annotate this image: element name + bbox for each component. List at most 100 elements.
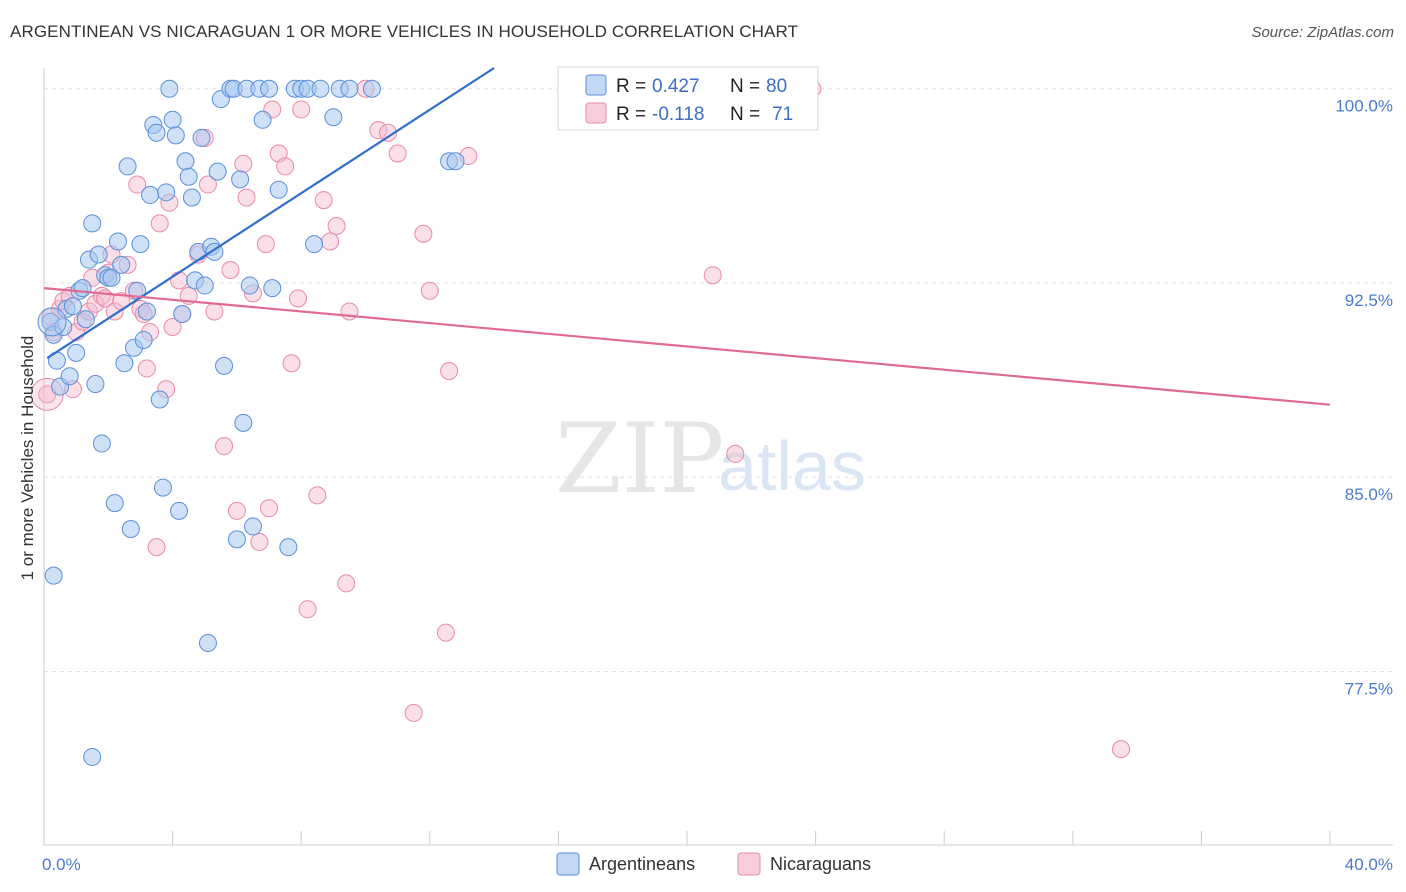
watermark: ZIP atlas bbox=[555, 403, 866, 515]
trend-lines bbox=[43, 67, 1331, 406]
chart-title: ARGENTINEAN VS NICARAGUAN 1 OR MORE VEHI… bbox=[10, 22, 799, 41]
argentineans-point bbox=[446, 152, 465, 171]
argentineans-point bbox=[195, 276, 214, 295]
nicaraguans-point bbox=[237, 188, 256, 207]
legend-r-value-1: 0.427 bbox=[652, 76, 700, 97]
legend-r-value-2: -0.118 bbox=[652, 104, 704, 125]
argentineans-point bbox=[131, 235, 150, 254]
argentineans-point bbox=[182, 188, 201, 207]
argentineans-point bbox=[150, 390, 169, 409]
nicaraguans-point bbox=[234, 154, 253, 173]
nicaraguans-point bbox=[256, 235, 275, 254]
y-tick-label-0: 100.0% bbox=[1335, 97, 1393, 116]
argentineans-point bbox=[163, 110, 182, 129]
argentineans-point bbox=[240, 276, 259, 295]
nicaraguans-point bbox=[436, 623, 455, 642]
argentineans-point bbox=[108, 232, 127, 251]
argentineans-point bbox=[208, 162, 227, 181]
argentineans-point bbox=[263, 279, 282, 298]
argentineans-point bbox=[234, 413, 253, 432]
argentineans-point bbox=[176, 152, 195, 171]
argentineans-point bbox=[311, 79, 330, 98]
nicaraguans-point bbox=[440, 362, 459, 381]
argentineans-point bbox=[362, 79, 381, 98]
nicaraguans-point bbox=[250, 532, 269, 551]
argentineans-point bbox=[269, 180, 288, 199]
argentineans-point bbox=[118, 157, 137, 176]
argentineans-point bbox=[115, 354, 134, 373]
legend-n-label-1: N = bbox=[730, 76, 760, 97]
argentineans-point bbox=[147, 123, 166, 142]
legend-r-label-2: R = bbox=[616, 104, 646, 125]
series-legend-label-argentineans: Argentineans bbox=[589, 854, 695, 874]
nicaraguans-point bbox=[128, 175, 147, 194]
nicaraguans-point bbox=[260, 499, 279, 518]
nicaraguans-trend-line bbox=[43, 287, 1331, 406]
argentineans-point bbox=[141, 185, 160, 204]
nicaraguans-point bbox=[170, 271, 189, 290]
nicaraguans-point bbox=[327, 216, 346, 235]
nicaraguans-point bbox=[298, 600, 317, 619]
argentineans-point bbox=[54, 318, 73, 336]
argentineans-point bbox=[112, 255, 131, 274]
nicaraguans-point bbox=[137, 359, 156, 378]
nicaraguans-point bbox=[288, 289, 307, 308]
nicaraguans-point bbox=[227, 501, 246, 520]
argentineans-point bbox=[340, 79, 359, 98]
argentineans-point bbox=[324, 108, 343, 127]
nicaraguans-point bbox=[404, 703, 423, 722]
watermark-atlas: atlas bbox=[718, 427, 866, 505]
argentineans-point bbox=[137, 302, 156, 321]
argentineans-point bbox=[179, 167, 198, 186]
argentineans-point bbox=[215, 356, 234, 375]
argentineans-point bbox=[134, 330, 153, 349]
y-axis-label: 1 or more Vehicles in Household bbox=[18, 336, 37, 581]
watermark-zip: ZIP bbox=[555, 403, 724, 515]
argentineans-point bbox=[198, 633, 217, 652]
nicaraguans-point bbox=[292, 100, 311, 119]
argentineans-point bbox=[44, 566, 63, 585]
nicaraguans-point bbox=[388, 144, 407, 163]
legend-r-label-1: R = bbox=[616, 76, 646, 97]
nicaraguans-point bbox=[321, 232, 340, 251]
argentineans-point bbox=[153, 478, 172, 497]
source-label: Source: ZipAtlas.com bbox=[1251, 24, 1394, 41]
argentineans-point bbox=[253, 110, 272, 129]
nicaraguans-point bbox=[420, 281, 439, 300]
nicaraguans-point bbox=[1112, 740, 1131, 759]
argentineans-point-large bbox=[37, 307, 67, 337]
nicaraguans-point bbox=[221, 261, 240, 280]
nicaraguans-point bbox=[282, 354, 301, 373]
legend-n-label-2: N = bbox=[730, 104, 760, 125]
series-legend-swatch-nicaraguans bbox=[737, 852, 761, 876]
argentineans-point bbox=[305, 235, 324, 254]
argentineans-point bbox=[63, 297, 82, 316]
argentineans-point bbox=[60, 367, 79, 386]
nicaraguans-point bbox=[337, 574, 356, 593]
series-argentineans-points bbox=[37, 79, 465, 766]
argentineans-point bbox=[243, 517, 262, 536]
argentineans-point bbox=[231, 170, 250, 189]
argentineans-point bbox=[83, 214, 102, 233]
argentineans-point bbox=[173, 305, 192, 324]
y-tick-label-3: 77.5% bbox=[1345, 679, 1393, 698]
y-tick-label-2: 85.0% bbox=[1345, 485, 1393, 504]
nicaraguans-point bbox=[414, 224, 433, 243]
nicaraguans-point bbox=[205, 302, 224, 321]
nicaraguans-point bbox=[147, 538, 166, 557]
nicaraguans-point bbox=[92, 286, 111, 305]
y-tick-label-1: 92.5% bbox=[1345, 291, 1393, 310]
nicaraguans-point bbox=[198, 175, 217, 194]
legend-n-value-1: 80 bbox=[766, 76, 787, 97]
argentineans-point bbox=[92, 434, 111, 453]
argentineans-point bbox=[102, 268, 121, 287]
legend-swatch-nicaraguans bbox=[585, 102, 607, 124]
nicaraguans-point bbox=[150, 214, 169, 233]
argentineans-point bbox=[166, 126, 185, 145]
argentineans-point bbox=[89, 245, 108, 264]
argentineans-point bbox=[279, 538, 298, 557]
argentineans-point bbox=[121, 520, 140, 539]
argentineans-point bbox=[157, 183, 176, 202]
argentineans-point bbox=[260, 79, 279, 98]
argentineans-point bbox=[73, 279, 92, 298]
